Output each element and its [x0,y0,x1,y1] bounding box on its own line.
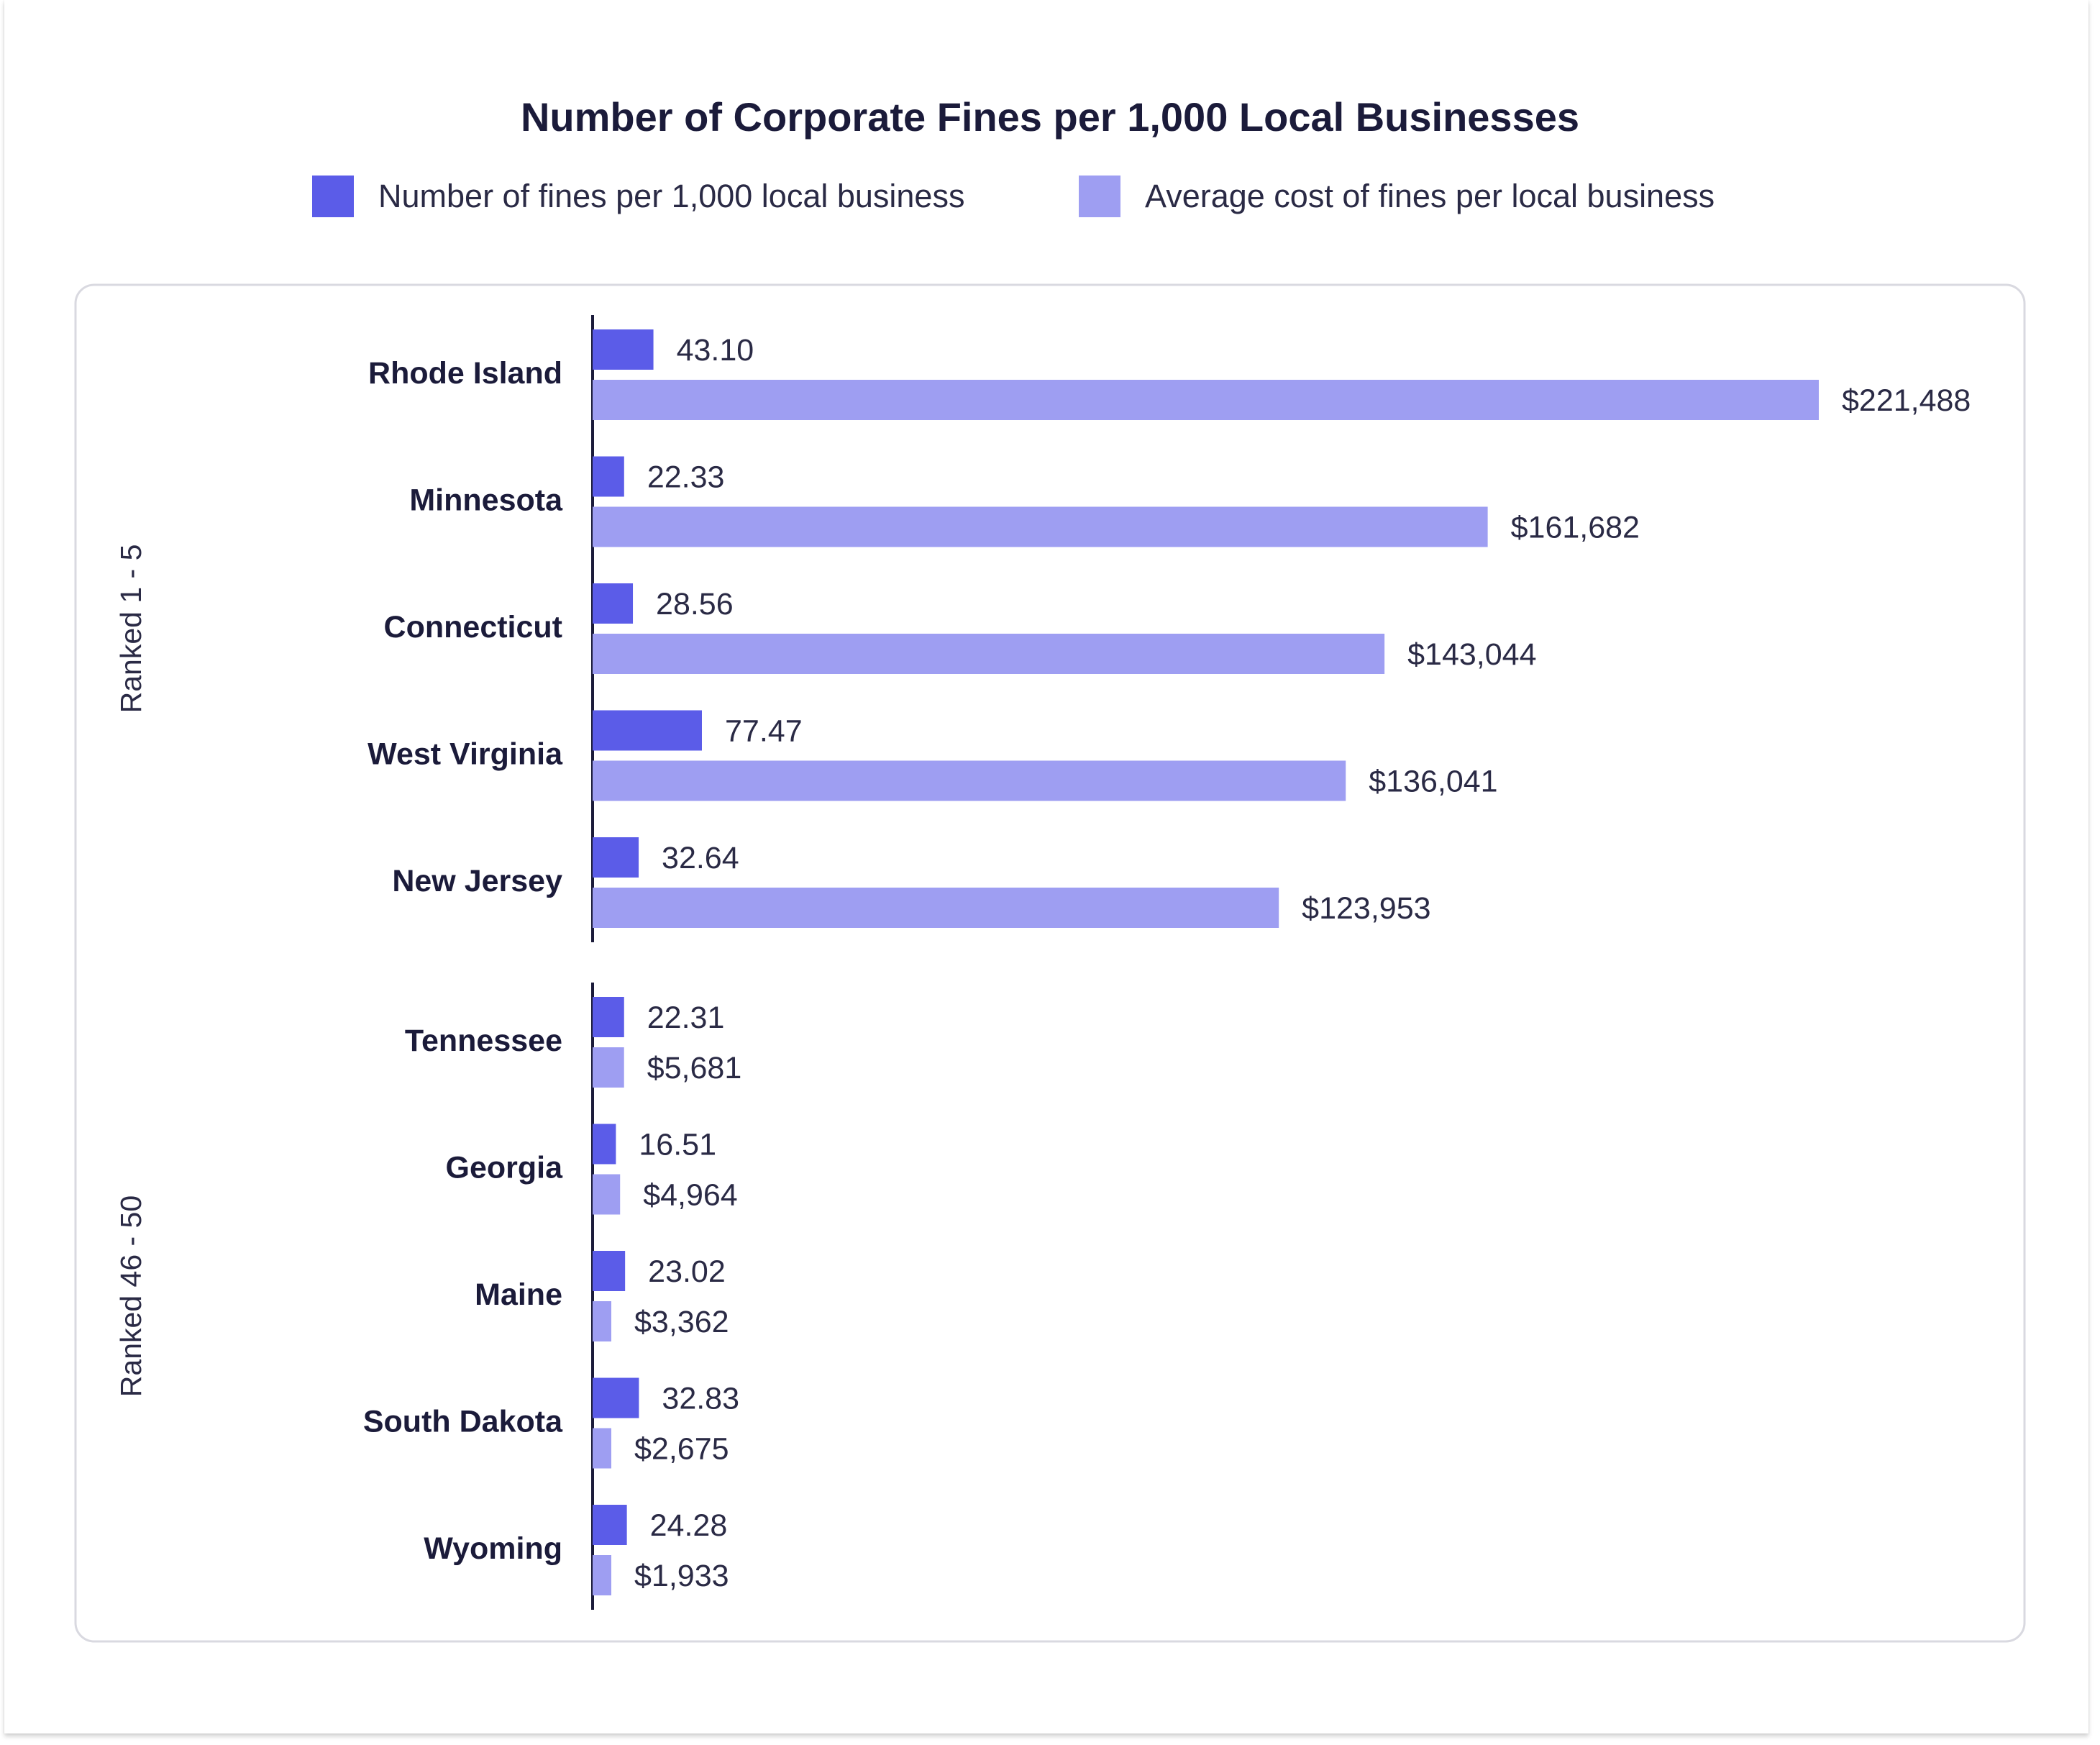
fines-bar [593,329,654,370]
state-label: Wyoming [424,1531,562,1566]
fines-bar [593,837,639,878]
cost-value-label: $2,675 [634,1432,729,1467]
fines-bar [593,1505,627,1545]
cost-value-label: $5,681 [647,1051,742,1085]
fines-bar [593,1251,626,1291]
cost-value-label: $4,964 [643,1178,738,1213]
fines-value-label: 32.64 [662,841,739,875]
cost-bar [593,380,1819,420]
cost-value-label: $1,933 [634,1559,729,1593]
state-label: Maine [475,1277,562,1312]
legend-label-cost: Average cost of fines per local business [1145,178,1715,214]
state-label: New Jersey [392,864,562,898]
chart-title: Number of Corporate Fines per 1,000 Loca… [521,94,1579,140]
fines-value-label: 28.56 [656,587,734,621]
fines-value-label: 16.51 [639,1128,716,1162]
fines-bar [593,1377,639,1418]
legend-swatch-fines [312,176,354,217]
cost-value-label: $161,682 [1511,511,1640,545]
fines-value-label: 22.31 [647,1001,725,1035]
cost-bar [593,1301,611,1341]
legend: Number of fines per 1,000 local business… [312,176,1715,217]
state-label: Connecticut [384,610,562,644]
state-label: Tennessee [405,1024,562,1058]
cost-bar [593,1174,621,1215]
fines-value-label: 24.28 [650,1508,728,1543]
fines-value-label: 43.10 [677,333,754,368]
bars-layer: Ranked 1 - 5 Rhode Island 43.10 $221,488 Min… [114,315,1971,1610]
fines-bar [593,710,702,751]
state-label: Minnesota [409,483,563,518]
fines-value-label: 23.02 [648,1254,726,1289]
cost-bar [593,760,1346,801]
fines-bar [593,583,634,624]
state-label: West Virginia [368,737,563,772]
fines-value-label: 32.83 [662,1382,739,1416]
cost-bar [593,1047,624,1088]
cost-value-label: $143,044 [1407,637,1536,672]
cost-bar [593,506,1488,547]
fines-value-label: 77.47 [725,714,803,749]
group-label: Ranked 1 - 5 [114,545,147,714]
fines-bar [593,456,624,497]
group-label: Ranked 46 - 50 [114,1195,147,1397]
state-label: Rhode Island [368,356,562,391]
fines-bar [593,997,624,1037]
cost-value-label: $123,953 [1302,891,1430,926]
cost-bar [593,634,1385,674]
cost-value-label: $221,488 [1842,383,1971,418]
cost-bar [593,1428,611,1469]
legend-swatch-cost [1079,176,1120,217]
cost-value-label: $3,362 [634,1305,729,1339]
fines-value-label: 22.33 [647,460,725,495]
cost-bar [593,1555,611,1595]
cost-value-label: $136,041 [1369,765,1497,799]
state-label: Georgia [446,1151,564,1185]
state-label: South Dakota [363,1405,563,1439]
fines-bar [593,1124,616,1165]
cost-bar [593,888,1279,928]
plot-panel [74,283,2026,1643]
legend-label-fines: Number of fines per 1,000 local business [378,178,964,214]
